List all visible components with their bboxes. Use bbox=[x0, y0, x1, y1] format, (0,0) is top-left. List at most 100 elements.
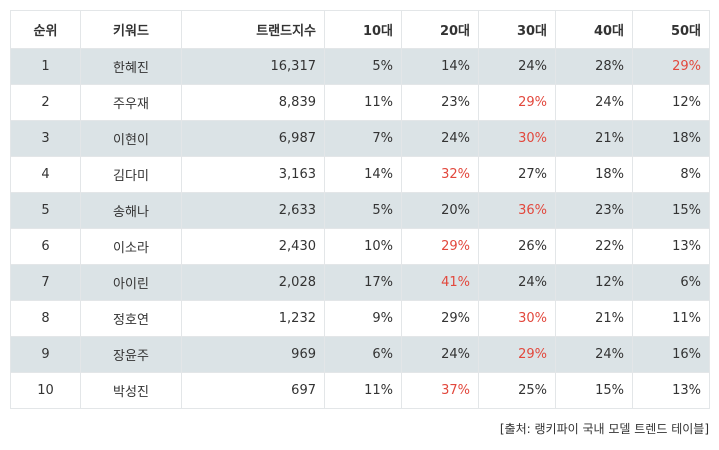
header-age-50s: 50대 bbox=[632, 10, 710, 49]
cell-trend-index: 16,317 bbox=[181, 48, 325, 85]
cell-keyword: 아이린 bbox=[80, 264, 182, 301]
cell-trend-index: 1,232 bbox=[181, 300, 325, 337]
table-row: 5 송해나 2,633 5% 20% 36% 23% 15% bbox=[10, 192, 710, 229]
cell-age-30s: 25% bbox=[478, 372, 556, 409]
trend-table-container: 순위 키워드 트랜드지수 10대 20대 30대 40대 50대 1 한혜진 16,… bbox=[10, 10, 710, 409]
cell-age-40s: 15% bbox=[555, 372, 633, 409]
cell-rank: 5 bbox=[10, 192, 81, 229]
cell-rank: 6 bbox=[10, 228, 81, 265]
cell-age-20s: 20% bbox=[401, 192, 479, 229]
table-row: 4 김다미 3,163 14% 32% 27% 18% 8% bbox=[10, 156, 710, 193]
cell-age-50s: 8% bbox=[632, 156, 710, 193]
cell-age-10s: 11% bbox=[324, 372, 402, 409]
cell-age-40s: 12% bbox=[555, 264, 633, 301]
table-row: 6 이소라 2,430 10% 29% 26% 22% 13% bbox=[10, 228, 710, 265]
cell-rank: 4 bbox=[10, 156, 81, 193]
cell-trend-index: 6,987 bbox=[181, 120, 325, 157]
cell-age-50s: 6% bbox=[632, 264, 710, 301]
cell-keyword: 주우재 bbox=[80, 84, 182, 121]
table-row: 1 한혜진 16,317 5% 14% 24% 28% 29% bbox=[10, 48, 710, 85]
cell-age-50s: 13% bbox=[632, 372, 710, 409]
cell-age-20s: 23% bbox=[401, 84, 479, 121]
source-caption: [출처: 랭키파이 국내 모델 트렌드 테이블] bbox=[499, 422, 709, 436]
cell-trend-index: 3,163 bbox=[181, 156, 325, 193]
cell-trend-index: 697 bbox=[181, 372, 325, 409]
cell-age-40s: 21% bbox=[555, 120, 633, 157]
cell-age-20s: 14% bbox=[401, 48, 479, 85]
cell-keyword: 박성진 bbox=[80, 372, 182, 409]
cell-keyword: 김다미 bbox=[80, 156, 182, 193]
cell-age-10s: 9% bbox=[324, 300, 402, 337]
cell-rank: 2 bbox=[10, 84, 81, 121]
cell-trend-index: 2,028 bbox=[181, 264, 325, 301]
cell-age-40s: 24% bbox=[555, 84, 633, 121]
cell-age-50s: 13% bbox=[632, 228, 710, 265]
cell-age-40s: 22% bbox=[555, 228, 633, 265]
cell-rank: 10 bbox=[10, 372, 81, 409]
header-age-10s: 10대 bbox=[324, 10, 402, 49]
cell-trend-index: 2,633 bbox=[181, 192, 325, 229]
cell-age-50s: 11% bbox=[632, 300, 710, 337]
cell-age-30s: 29% bbox=[478, 336, 556, 373]
cell-keyword: 장윤주 bbox=[80, 336, 182, 373]
cell-age-50s: 15% bbox=[632, 192, 710, 229]
cell-age-50s: 12% bbox=[632, 84, 710, 121]
cell-keyword: 이소라 bbox=[80, 228, 182, 265]
cell-age-50s: 16% bbox=[632, 336, 710, 373]
cell-trend-index: 8,839 bbox=[181, 84, 325, 121]
cell-age-20s: 24% bbox=[401, 336, 479, 373]
cell-age-30s: 29% bbox=[478, 84, 556, 121]
cell-age-10s: 7% bbox=[324, 120, 402, 157]
table-row: 2 주우재 8,839 11% 23% 29% 24% 12% bbox=[10, 84, 710, 121]
cell-keyword: 정호연 bbox=[80, 300, 182, 337]
cell-keyword: 송해나 bbox=[80, 192, 182, 229]
cell-age-30s: 24% bbox=[478, 264, 556, 301]
cell-trend-index: 2,430 bbox=[181, 228, 325, 265]
cell-age-10s: 5% bbox=[324, 192, 402, 229]
cell-age-30s: 26% bbox=[478, 228, 556, 265]
cell-age-10s: 5% bbox=[324, 48, 402, 85]
cell-age-20s: 32% bbox=[401, 156, 479, 193]
cell-age-30s: 36% bbox=[478, 192, 556, 229]
cell-age-10s: 10% bbox=[324, 228, 402, 265]
cell-rank: 7 bbox=[10, 264, 81, 301]
cell-age-40s: 28% bbox=[555, 48, 633, 85]
cell-age-30s: 30% bbox=[478, 120, 556, 157]
header-keyword: 키워드 bbox=[80, 10, 182, 49]
cell-age-20s: 29% bbox=[401, 300, 479, 337]
cell-age-10s: 14% bbox=[324, 156, 402, 193]
cell-age-40s: 18% bbox=[555, 156, 633, 193]
cell-age-50s: 29% bbox=[632, 48, 710, 85]
header-rank: 순위 bbox=[10, 10, 81, 49]
cell-keyword: 이현이 bbox=[80, 120, 182, 157]
cell-age-30s: 24% bbox=[478, 48, 556, 85]
trend-table: 순위 키워드 트랜드지수 10대 20대 30대 40대 50대 1 한혜진 16,… bbox=[10, 10, 710, 409]
cell-age-20s: 41% bbox=[401, 264, 479, 301]
header-row: 순위 키워드 트랜드지수 10대 20대 30대 40대 50대 bbox=[10, 10, 710, 49]
header-age-20s: 20대 bbox=[401, 10, 479, 49]
cell-age-10s: 6% bbox=[324, 336, 402, 373]
cell-trend-index: 969 bbox=[181, 336, 325, 373]
cell-rank: 9 bbox=[10, 336, 81, 373]
cell-age-40s: 21% bbox=[555, 300, 633, 337]
header-trend-index: 트랜드지수 bbox=[181, 10, 325, 49]
cell-rank: 1 bbox=[10, 48, 81, 85]
cell-age-40s: 24% bbox=[555, 336, 633, 373]
cell-keyword: 한혜진 bbox=[80, 48, 182, 85]
cell-age-50s: 18% bbox=[632, 120, 710, 157]
cell-age-10s: 17% bbox=[324, 264, 402, 301]
table-row: 7 아이린 2,028 17% 41% 24% 12% 6% bbox=[10, 264, 710, 301]
cell-age-20s: 24% bbox=[401, 120, 479, 157]
table-row: 10 박성진 697 11% 37% 25% 15% 13% bbox=[10, 372, 710, 409]
cell-age-30s: 30% bbox=[478, 300, 556, 337]
table-row: 9 장윤주 969 6% 24% 29% 24% 16% bbox=[10, 336, 710, 373]
cell-age-30s: 27% bbox=[478, 156, 556, 193]
cell-rank: 3 bbox=[10, 120, 81, 157]
cell-age-10s: 11% bbox=[324, 84, 402, 121]
cell-age-20s: 29% bbox=[401, 228, 479, 265]
cell-rank: 8 bbox=[10, 300, 81, 337]
cell-age-20s: 37% bbox=[401, 372, 479, 409]
table-row: 8 정호연 1,232 9% 29% 30% 21% 11% bbox=[10, 300, 710, 337]
cell-age-40s: 23% bbox=[555, 192, 633, 229]
header-age-30s: 30대 bbox=[478, 10, 556, 49]
